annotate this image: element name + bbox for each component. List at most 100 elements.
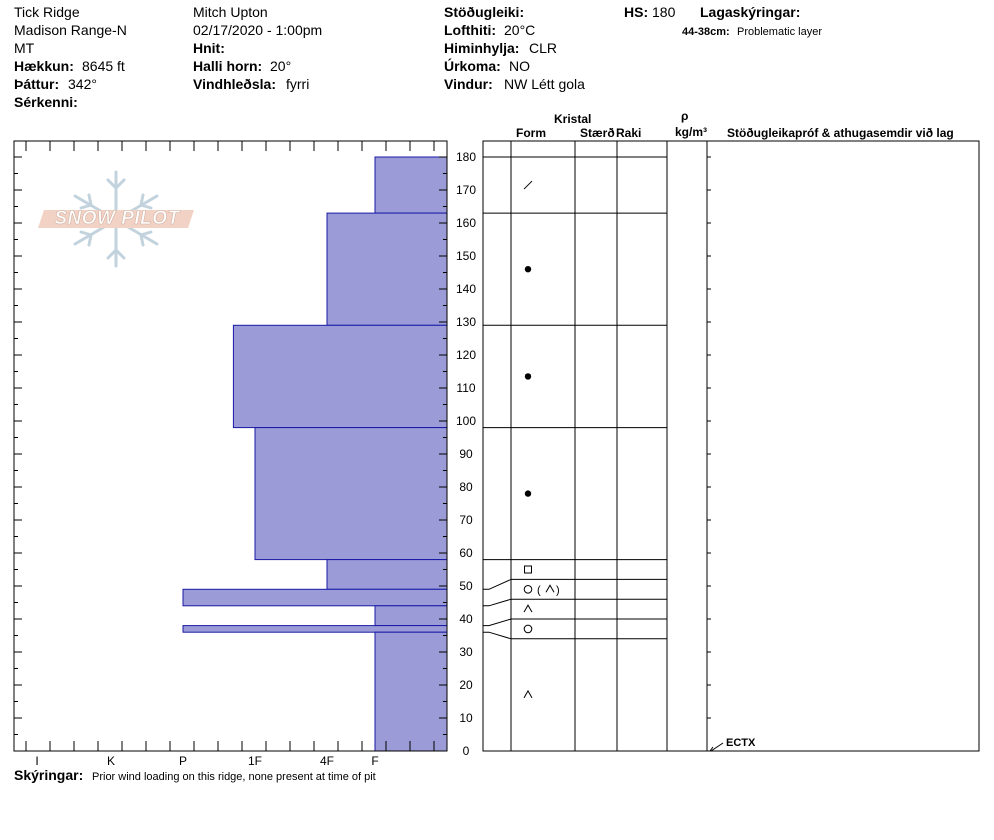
size-header: Stærð <box>580 126 615 140</box>
moisture-header: Raki <box>616 126 642 140</box>
depth-tick-label: 140 <box>456 282 476 296</box>
rounds-symbol <box>524 266 532 273</box>
depth-hoar-symbol <box>545 584 555 593</box>
depth-tick-label: 70 <box>459 513 473 527</box>
depth-hoar-symbol <box>523 604 533 613</box>
hs-value: 180 <box>652 4 676 20</box>
hardness-bar <box>182 588 448 607</box>
state: MT <box>14 40 35 56</box>
depth-tick-label: 0 <box>463 744 470 758</box>
sky-label: Himinhylja: <box>444 40 520 56</box>
table-border <box>482 140 980 752</box>
form-header: Form <box>516 126 546 140</box>
hardness-bar <box>326 559 448 590</box>
facets-symbol <box>524 565 532 574</box>
density-unit-header: kg/m³ <box>675 125 708 139</box>
hs-label: HS: <box>624 4 649 20</box>
mountain-range: Madison Range-N <box>14 22 127 38</box>
coords-label: Hnit: <box>193 40 225 56</box>
hardness-bar <box>374 631 448 752</box>
depth-tick-label: 120 <box>456 348 476 362</box>
stability-label: Stöðugleiki: <box>444 4 525 20</box>
depth-tick-label: 20 <box>459 678 473 692</box>
rounds-symbol <box>524 373 532 380</box>
layer-connector <box>483 578 512 590</box>
stability-tests-header: Stöðugleikapróf & athugasemdir við lag <box>727 126 954 140</box>
observer-name: Mitch Upton <box>193 4 268 20</box>
depth-tick-label: 130 <box>456 315 476 329</box>
crystal-table <box>482 140 980 752</box>
melt-freeze-symbol <box>523 585 533 594</box>
layer-legend-text: Problematic layer <box>737 26 822 38</box>
rounds-symbol <box>524 490 532 497</box>
depth-tick-label: 30 <box>459 645 473 659</box>
hardness-tick-label: I <box>35 754 38 768</box>
layer-connector <box>483 618 512 627</box>
hardness-bar <box>254 427 448 561</box>
depth-tick-label: 10 <box>459 711 473 725</box>
precip-value: NO <box>509 58 530 74</box>
melt-freeze-symbol <box>523 624 533 634</box>
test-arrow-head <box>709 746 715 752</box>
hardness-bar <box>374 605 448 627</box>
notes-text: Prior wind loading on this ridge, none p… <box>92 771 376 783</box>
depth-tick-label: 100 <box>456 414 476 428</box>
layer-legend-range: 44-38cm: <box>682 26 730 38</box>
wind-label: Vindur: <box>444 76 493 92</box>
depth-axis: 0 10 20 30 40 50 60 70 80 90 100 110 120 130 140 150 160… <box>439 141 476 758</box>
snowpilot-logo: SNOW PILOT <box>38 168 198 272</box>
paren-close: ) <box>556 584 560 596</box>
hardness-tick-label: 1F <box>248 754 262 768</box>
snowpilot-logo-text: SNOW PILOT <box>54 208 180 230</box>
specifics-label: Sérkenni: <box>14 94 78 110</box>
elevation-label: Hækkun: <box>14 58 74 74</box>
wind-value: NW Létt gola <box>504 76 585 92</box>
depth-tick-label: 150 <box>456 249 476 263</box>
hardness-tick-label: P <box>179 754 187 768</box>
crystal-symbols: () <box>523 180 560 699</box>
depth-tick-label: 110 <box>456 381 475 395</box>
hardness-tick-label: F <box>371 754 378 768</box>
rho-header: ρ <box>681 109 689 123</box>
layer-legend-label: Lagaskýringar: <box>700 4 801 20</box>
hardness-tick-label: K <box>107 754 115 768</box>
hardness-bars <box>182 156 448 752</box>
depth-tick-label: 160 <box>456 216 476 230</box>
depth-tick-label: 170 <box>456 183 476 197</box>
hardness-bar <box>232 324 448 429</box>
depth-tick-label: 50 <box>459 579 473 593</box>
observation-datetime: 02/17/2020 - 1:00pm <box>193 22 323 38</box>
hardness-tick-label: 4F <box>320 754 334 768</box>
depth-tick-label: 180 <box>456 150 476 164</box>
hardness-bar <box>182 625 448 633</box>
stability-test-markers: ECTX <box>709 737 756 752</box>
air-temp-label: Lofthiti: <box>444 22 497 38</box>
slope-label: Halli horn: <box>193 58 263 74</box>
slope-value: 20° <box>270 58 292 74</box>
precip-label: Úrkoma: <box>444 58 501 74</box>
stability-test-label: ECTX <box>726 737 756 749</box>
wind-loading-label: Vindhleðsla: <box>193 76 276 92</box>
aspect-label: Þáttur: <box>14 76 60 92</box>
depth-tick-label: 80 <box>459 480 473 494</box>
aspect-value: 342° <box>68 76 97 92</box>
depth-tick-label: 90 <box>459 447 473 461</box>
wind-loading-value: fyrri <box>286 76 310 92</box>
layer-connector <box>483 631 512 640</box>
depth-hoar-symbol <box>523 689 533 699</box>
location-name: Tick Ridge <box>14 4 80 20</box>
depth-tick-label: 40 <box>459 612 473 626</box>
hardness-bar <box>374 156 448 214</box>
elevation-value: 8645 ft <box>82 58 125 74</box>
sky-value: CLR <box>529 40 558 56</box>
hardness-bar <box>326 212 448 326</box>
paren-open: ( <box>537 584 541 596</box>
layer-connector <box>483 598 512 607</box>
decomposing-symbol <box>523 180 533 190</box>
crystal-header: Kristal <box>554 112 592 126</box>
hardness-frame: I K P 1F 4F F <box>13 140 448 768</box>
air-temp-value: 20°C <box>504 22 536 38</box>
depth-tick-label: 60 <box>459 546 473 560</box>
test-arrow <box>710 742 724 752</box>
